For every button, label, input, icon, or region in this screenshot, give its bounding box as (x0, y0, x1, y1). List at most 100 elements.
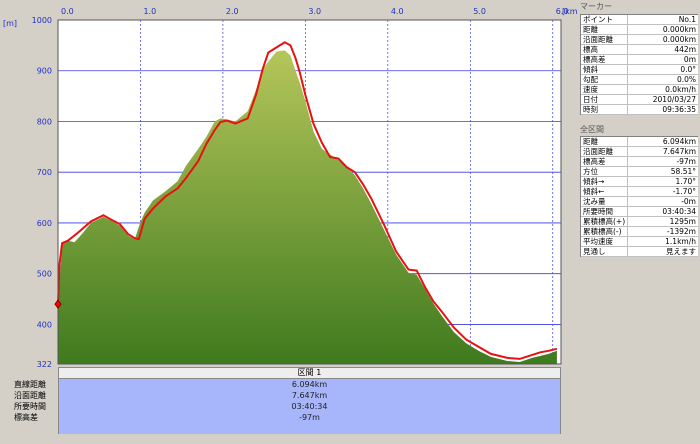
marker-value: 2010/03/27 (652, 95, 696, 104)
y-tick-label: 800 (37, 117, 52, 126)
info-panel: マーカー ポイント No.1 距離 0.000km 沿面距離 0.000km 標高 442m 標… (577, 0, 700, 444)
marker-value: 0.0° (680, 65, 696, 74)
all-section-value: -97m (676, 157, 696, 166)
all-section-row: 累積標高(-) -1392m (581, 227, 698, 237)
marker-panel-header: マーカー (580, 2, 612, 11)
marker-row: 傾斜 0.0° (581, 65, 698, 75)
y-tick-label: 1000 (32, 16, 52, 25)
all-section-key: 平均速度 (581, 237, 628, 246)
marker-row: ポイント No.1 (581, 15, 698, 25)
section-stat-label: 直線距離 (14, 380, 46, 389)
all-section-row: 所要時間 03:40:34 (581, 207, 698, 217)
all-section-value: 1.70° (675, 177, 696, 186)
all-section-row: 累積標高(+) 1295m (581, 217, 698, 227)
marker-row: 時刻 09:36:35 (581, 105, 698, 115)
marker-value: 0.000km (662, 25, 696, 34)
marker-key: 時刻 (581, 105, 628, 114)
section-stat-label: 標高差 (14, 413, 38, 422)
all-section-value: 見えます (666, 247, 696, 256)
marker-key: ポイント (581, 15, 628, 24)
all-section-value: 6.094km (662, 137, 696, 146)
all-section-panel-header: 全区間 (580, 125, 604, 134)
x-tick-label: 5.0 (473, 7, 486, 16)
marker-value: 0m (683, 55, 696, 64)
all-section-key: 方位 (581, 167, 628, 176)
marker-key: 日付 (581, 95, 628, 104)
marker-value: 0.0% (676, 75, 696, 84)
all-section-key: 沿面距離 (581, 147, 628, 156)
marker-key: 勾配 (581, 75, 628, 84)
all-section-key: 所要時間 (581, 207, 628, 216)
marker-key: 距離 (581, 25, 628, 34)
marker-value: 0.0km/h (665, 85, 696, 94)
section-stat-value: -97m (299, 413, 320, 422)
y-tick-label: 400 (37, 320, 52, 329)
marker-row: 速度 0.0km/h (581, 85, 698, 95)
marker-row: 勾配 0.0% (581, 75, 698, 85)
marker-value: 442m (674, 45, 696, 54)
all-section-value: -0m (681, 197, 696, 206)
x-tick-label: 0.0 (61, 7, 74, 16)
marker-key: 標高 (581, 45, 628, 54)
section-stat-label: 所要時間 (14, 402, 46, 411)
all-section-row: 傾斜→ 1.70° (581, 177, 698, 187)
marker-key: 標高差 (581, 55, 628, 64)
section-stat-label: 沿面距離 (14, 391, 46, 400)
x-tick-label: 1.0 (143, 7, 156, 16)
all-section-row: 傾斜← -1.70° (581, 187, 698, 197)
x-tick-label: 4.0 (391, 7, 404, 16)
start-marker[interactable] (54, 299, 62, 309)
y-tick-label: 322 (37, 360, 52, 367)
marker-panel: ポイント No.1 距離 0.000km 沿面距離 0.000km 標高 442m 標高差 0m 傾… (580, 14, 698, 115)
all-section-key: 傾斜→ (581, 177, 628, 186)
marker-key: 沿面距離 (581, 35, 628, 44)
all-section-key: 沈み量 (581, 197, 628, 206)
section-stat-values: 6.094km 7.647km 03:40:34 -97m (58, 379, 561, 434)
marker-row: 標高差 0m (581, 55, 698, 65)
all-section-row: 標高差 -97m (581, 157, 698, 167)
marker-row: 日付 2010/03/27 (581, 95, 698, 105)
all-section-value: 1.1km/h (665, 237, 696, 246)
section-stat-value: 7.647km (291, 391, 328, 400)
marker-row: 沿面距離 0.000km (581, 35, 698, 45)
terrain-area (58, 50, 557, 365)
x-tick-label: 6.0 (556, 7, 569, 16)
y-axis-ticks: 1000 900 800 700 600 500 400 322 (32, 16, 52, 367)
all-section-row: 距離 6.094km (581, 137, 698, 147)
section-stat-value: 03:40:34 (291, 402, 328, 411)
all-section-key: 距離 (581, 137, 628, 146)
marker-key: 傾斜 (581, 65, 628, 74)
all-section-key: 標高差 (581, 157, 628, 166)
all-section-row: 方位 58.51° (581, 167, 698, 177)
section-stat-labels: 直線距離沿面距離所要時間標高差 (0, 379, 58, 434)
marker-value: No.1 (678, 15, 696, 24)
x-tick-label: 2.0 (226, 7, 239, 16)
all-section-value: 1295m (669, 217, 696, 226)
route-line (57, 41, 558, 360)
all-section-value: -1392m (666, 227, 696, 236)
all-section-row: 沿面距離 7.647km (581, 147, 698, 157)
all-section-value: 03:40:34 (662, 207, 696, 216)
x-unit-label: [km] (562, 7, 577, 16)
all-section-panel: 距離 6.094km 沿面距離 7.647km 標高差 -97m 方位 58.51° 傾斜→ 1.… (580, 136, 698, 257)
marker-row: 距離 0.000km (581, 25, 698, 35)
plot-border (57, 19, 562, 365)
marker-key: 速度 (581, 85, 628, 94)
x-tick-label: 3.0 (308, 7, 321, 16)
all-section-row: 平均速度 1.1km/h (581, 237, 698, 247)
all-section-key: 累積標高(+) (581, 217, 628, 226)
y-unit-label: [m] (3, 19, 17, 28)
all-section-key: 傾斜← (581, 187, 628, 196)
elevation-chart[interactable]: 0.0 1.0 2.0 3.0 4.0 5.0 6.0 1000 900 800 700 600 50… (0, 0, 577, 367)
y-tick-label: 500 (37, 270, 52, 279)
all-section-key: 見通し (581, 247, 628, 256)
y-tick-label: 700 (37, 168, 52, 177)
all-section-row: 沈み量 -0m (581, 197, 698, 207)
all-section-value: -1.70° (672, 187, 696, 196)
all-section-value: 7.647km (662, 147, 696, 156)
x-axis-ticks: 0.0 1.0 2.0 3.0 4.0 5.0 6.0 (61, 7, 568, 16)
y-tick-label: 600 (37, 219, 52, 228)
marker-value: 09:36:35 (662, 105, 696, 114)
all-section-key: 累積標高(-) (581, 227, 628, 236)
section-title[interactable]: 区間 1 (58, 367, 561, 379)
